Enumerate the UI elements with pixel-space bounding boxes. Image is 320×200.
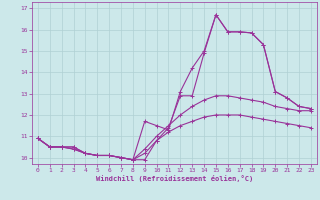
X-axis label: Windchill (Refroidissement éolien,°C): Windchill (Refroidissement éolien,°C) — [96, 175, 253, 182]
